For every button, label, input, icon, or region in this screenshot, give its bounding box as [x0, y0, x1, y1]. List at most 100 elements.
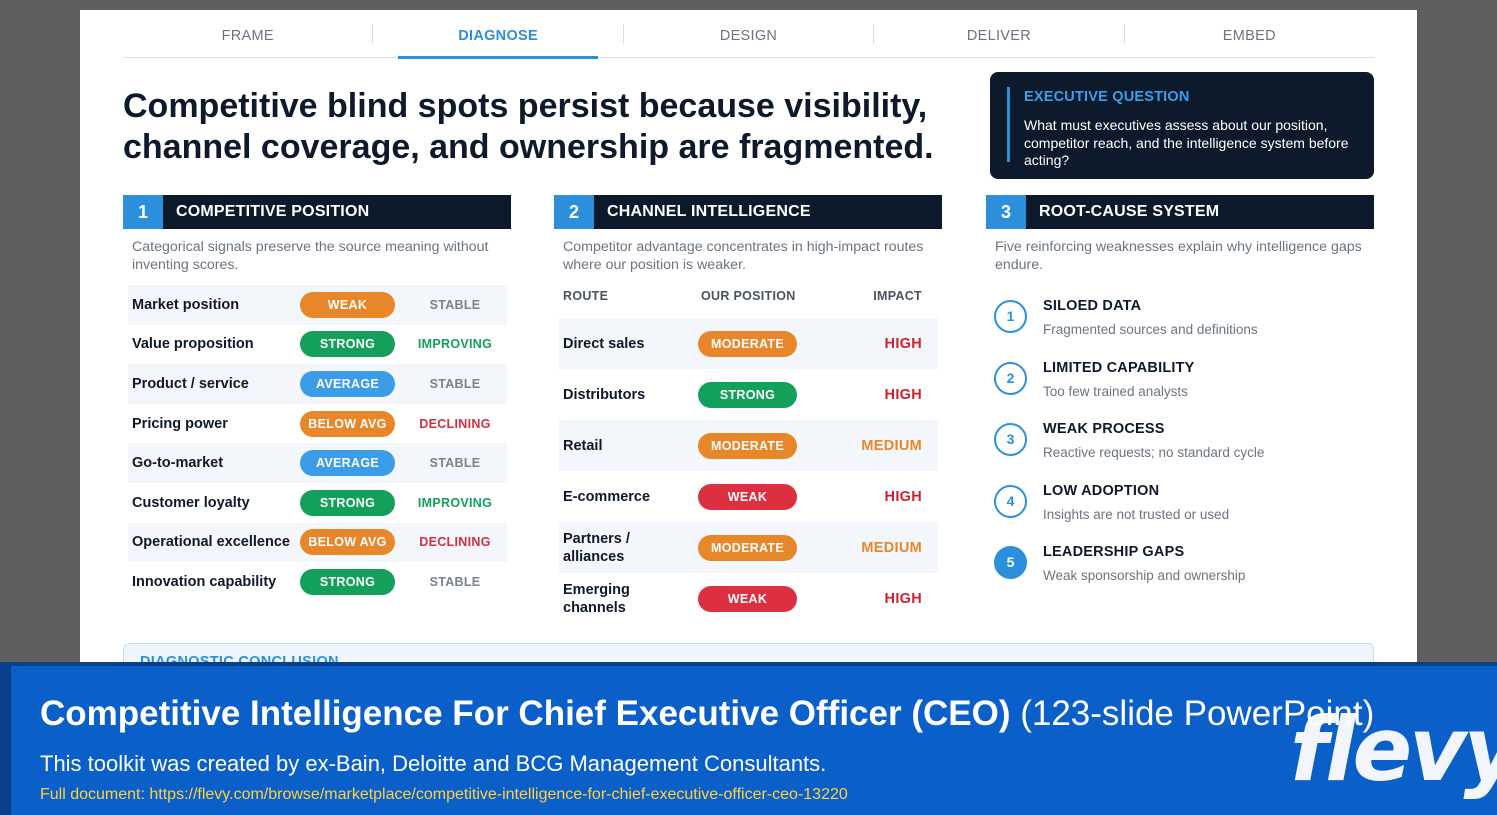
tab-design[interactable]: DESIGN [719, 28, 778, 44]
column-header-impact: IMPACT [873, 289, 922, 303]
executive-question-title: EXECUTIVE QUESTION [1024, 89, 1190, 105]
slide: FRAME DIAGNOSE DESIGN DELIVER EMBED Comp… [80, 10, 1417, 670]
position-pill: MODERATE [698, 534, 797, 561]
trend-label: STABLE [429, 456, 481, 471]
cause-title: LIMITED CAPABILITY [1043, 359, 1195, 376]
step-number-circle: 5 [994, 546, 1027, 580]
list-item: Value proposition STRONG IMPROVING [128, 325, 507, 365]
list-item: Go-to-market AVERAGE STABLE [128, 443, 507, 483]
position-pill: STRONG [698, 381, 797, 408]
trend-label: DECLINING [419, 535, 491, 550]
impact-label: HIGH [884, 335, 922, 352]
list-item: Pricing power BELOW AVG DECLINING [128, 404, 507, 444]
dimension-label: Customer loyalty [132, 494, 250, 511]
promo-banner: Competitive Intelligence For Chief Execu… [0, 662, 1497, 815]
executive-question-text: What must executives assess about our po… [1024, 117, 1349, 168]
impact-label: HIGH [884, 590, 922, 607]
step-number-circle: 1 [994, 300, 1027, 333]
rating-pill: BELOW AVG [300, 410, 395, 437]
panel-title: ROOT-CAUSE SYSTEM [1039, 203, 1220, 220]
tab-frame[interactable]: FRAME [221, 28, 274, 44]
trend-label: DECLINING [419, 416, 491, 431]
banner-title: Competitive Intelligence For Chief Execu… [40, 694, 1374, 734]
table-row: E-commerce WEAK HIGH [559, 471, 938, 522]
trend-label: STABLE [429, 376, 481, 391]
panel-number: 1 [123, 195, 163, 229]
cause-description: Insights are not trusted or used [1043, 506, 1230, 522]
rating-pill: AVERAGE [300, 370, 395, 397]
panel-title: COMPETITIVE POSITION [176, 203, 370, 220]
dimension-label: Go-to-market [132, 455, 224, 472]
rating-pill: STRONG [300, 331, 395, 358]
rating-pill: BELOW AVG [300, 529, 395, 556]
document-link[interactable]: Full document: https://flevy.com/browse/… [40, 786, 848, 803]
banner-subtitle: This toolkit was created by ex-Bain, Del… [40, 751, 827, 776]
cause-description: Weak sponsorship and ownership [1043, 568, 1246, 584]
banner-edge [0, 666, 11, 815]
route-label: Direct sales [563, 335, 645, 352]
dimension-label: Innovation capability [132, 573, 277, 590]
dimension-label: Product / service [132, 375, 249, 392]
competitive-position-list: Market position WEAK STABLE Value propos… [128, 285, 507, 602]
rating-pill: WEAK [300, 291, 395, 318]
route-label: E-commerce [563, 488, 651, 505]
tab-diagnose[interactable]: DIAGNOSE [373, 22, 622, 59]
executive-question-card: EXECUTIVE QUESTION What must executives … [990, 72, 1374, 179]
tab-deliver[interactable]: DELIVER [966, 28, 1031, 44]
banner-title-bold: Competitive Intelligence For Chief Execu… [40, 694, 1011, 733]
list-item: Operational excellence BELOW AVG DECLINI… [128, 522, 507, 563]
route-label: Emerging channels [563, 581, 630, 616]
list-item: 1 SILOED DATA Fragmented sources and def… [993, 298, 1373, 360]
position-pill: MODERATE [698, 330, 797, 357]
trend-label: STABLE [429, 574, 481, 589]
panel-number: 2 [554, 195, 594, 229]
root-cause-list: 1 SILOED DATA Fragmented sources and def… [993, 298, 1373, 606]
route-label: Partners / alliances [563, 530, 630, 565]
cause-description: Fragmented sources and definitions [1043, 322, 1258, 337]
table-row: Emerging channels WEAK HIGH [559, 573, 938, 624]
list-item: 5 LEADERSHIP GAPS Weak sponsorship and o… [993, 544, 1373, 606]
rating-pill: AVERAGE [300, 450, 395, 477]
trend-label: IMPROVING [417, 337, 493, 352]
trend-label: STABLE [429, 297, 481, 312]
impact-label: HIGH [884, 386, 922, 403]
list-item: Market position WEAK STABLE [128, 285, 507, 325]
tab-divider [622, 24, 624, 44]
dimension-label: Market position [132, 296, 240, 313]
route-label: Retail [563, 437, 603, 454]
cause-description: Too few trained analysts [1043, 383, 1188, 399]
channel-table: Direct sales MODERATE HIGH Distributors … [559, 318, 938, 624]
tab-divider [873, 24, 875, 44]
step-number-circle: 2 [994, 361, 1027, 395]
panel-description: Five reinforcing weaknesses explain why … [995, 239, 1362, 273]
route-label: Distributors [563, 386, 646, 403]
panel-description: Competitor advantage concentrates in hig… [563, 239, 924, 273]
dimension-label: Pricing power [132, 415, 228, 432]
column-header-route: ROUTE [563, 289, 609, 303]
dimension-label: Value proposition [132, 336, 254, 353]
impact-label: HIGH [884, 488, 922, 505]
slide-headline: Competitive blind spots persist because … [123, 87, 934, 166]
impact-label: MEDIUM [861, 539, 922, 556]
panel-header-competitive-position: 1 COMPETITIVE POSITION [123, 195, 511, 229]
tab-divider [372, 24, 374, 44]
cause-title: LOW ADOPTION [1043, 482, 1160, 499]
tab-divider [1123, 24, 1125, 44]
list-item: Product / service AVERAGE STABLE [128, 364, 507, 404]
stage-tabs: FRAME DIAGNOSE DESIGN DELIVER EMBED [123, 22, 1374, 59]
list-item: 2 LIMITED CAPABILITY Too few trained ana… [993, 360, 1373, 422]
cause-title: LEADERSHIP GAPS [1043, 544, 1185, 561]
table-row: Retail MODERATE MEDIUM [559, 420, 938, 471]
position-pill: WEAK [698, 585, 797, 612]
rating-pill: STRONG [300, 568, 395, 595]
tab-embed[interactable]: EMBED [1222, 28, 1276, 44]
cause-title: SILOED DATA [1043, 298, 1142, 314]
position-pill: WEAK [698, 483, 797, 510]
step-number-circle: 3 [994, 423, 1027, 457]
position-pill: MODERATE [698, 432, 797, 459]
list-item: Innovation capability STRONG STABLE [128, 562, 507, 602]
table-row: Partners / alliances MODERATE MEDIUM [559, 522, 938, 573]
list-item: 3 WEAK PROCESS Reactive requests; no sta… [993, 421, 1373, 483]
cause-title: WEAK PROCESS [1043, 421, 1165, 438]
table-row: Distributors STRONG HIGH [559, 369, 938, 420]
